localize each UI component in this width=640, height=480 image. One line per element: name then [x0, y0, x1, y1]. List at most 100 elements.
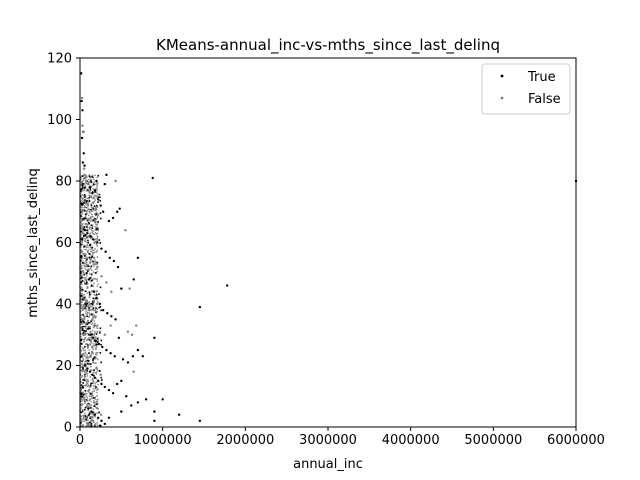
- true-point: [88, 175, 91, 178]
- true-point: [91, 373, 94, 376]
- true-point: [84, 217, 87, 220]
- true-point: [93, 356, 96, 358]
- true-point: [111, 216, 115, 220]
- false-point: [88, 392, 91, 394]
- false-point: [84, 263, 87, 265]
- false-point: [82, 223, 84, 225]
- true-point: [89, 187, 92, 190]
- false-point: [91, 232, 93, 234]
- false-point: [97, 302, 99, 304]
- false-point: [83, 399, 85, 401]
- false-point: [95, 220, 97, 223]
- true-point: [81, 109, 84, 112]
- false-point: [87, 235, 90, 238]
- false-point: [96, 238, 98, 240]
- false-point: [88, 326, 91, 328]
- true-point: [86, 323, 89, 325]
- false-point: [96, 263, 98, 265]
- false-point: [86, 419, 88, 422]
- false-point: [80, 400, 82, 402]
- false-point: [90, 261, 92, 263]
- true-point: [97, 196, 100, 198]
- false-point: [81, 230, 83, 232]
- false-point: [80, 366, 82, 368]
- true-point: [81, 326, 84, 328]
- true-point: [92, 357, 95, 360]
- true-point: [85, 272, 88, 275]
- false-point: [86, 287, 88, 290]
- false-point: [86, 251, 89, 253]
- true-point: [96, 241, 99, 244]
- false-point: [80, 307, 83, 309]
- false-point: [92, 345, 94, 347]
- false-point: [80, 209, 83, 211]
- false-point: [110, 290, 113, 293]
- true-point: [88, 352, 90, 354]
- true-point: [80, 339, 82, 342]
- false-point: [83, 277, 85, 279]
- false-point: [95, 403, 97, 406]
- true-point: [100, 382, 103, 386]
- false-point: [91, 391, 94, 393]
- false-point: [88, 252, 90, 254]
- true-point: [94, 339, 97, 343]
- false-point: [94, 384, 96, 386]
- true-point: [90, 204, 93, 207]
- true-point: [90, 302, 93, 305]
- true-point: [95, 307, 97, 309]
- false-point: [96, 215, 99, 218]
- false-point: [86, 319, 89, 322]
- false-point: [89, 226, 92, 228]
- true-point: [88, 291, 91, 294]
- true-point: [88, 200, 91, 202]
- true-point: [84, 234, 87, 237]
- false-point: [85, 362, 88, 364]
- false-point: [96, 395, 98, 397]
- true-point: [85, 418, 87, 421]
- true-point: [90, 382, 93, 385]
- true-point: [96, 261, 98, 264]
- false-point: [95, 367, 98, 370]
- true-point: [90, 265, 93, 268]
- false-point: [94, 396, 96, 399]
- true-point: [113, 355, 116, 358]
- true-point: [82, 379, 85, 381]
- false-point: [128, 287, 131, 290]
- false-point: [86, 244, 89, 246]
- false-point: [96, 387, 99, 390]
- false-point: [81, 301, 83, 303]
- false-point: [85, 322, 87, 324]
- false-point: [89, 398, 91, 400]
- false-point: [85, 308, 87, 311]
- false-point: [90, 401, 92, 403]
- false-point: [80, 305, 82, 307]
- false-point: [96, 185, 98, 188]
- true-point: [88, 222, 91, 225]
- false-point: [92, 182, 95, 184]
- false-point: [88, 395, 91, 397]
- false-point: [94, 344, 96, 347]
- false-point: [88, 261, 91, 263]
- false-point: [83, 338, 85, 341]
- false-point: [96, 256, 99, 258]
- false-point: [90, 267, 92, 269]
- false-point: [94, 331, 96, 333]
- false-point: [82, 209, 84, 212]
- false-point: [81, 370, 83, 373]
- false-point: [86, 212, 88, 214]
- false-point: [92, 395, 94, 397]
- false-point: [81, 190, 83, 192]
- false-point: [94, 229, 96, 231]
- true-point: [94, 425, 96, 427]
- false-point: [81, 318, 83, 321]
- false-point: [96, 212, 98, 215]
- false-point: [86, 275, 88, 277]
- true-point: [86, 236, 88, 239]
- false-point: [83, 254, 85, 256]
- false-point: [81, 223, 83, 225]
- false-point: [83, 304, 85, 306]
- true-point: [101, 379, 103, 381]
- true-point: [81, 298, 84, 301]
- false-point: [84, 248, 87, 251]
